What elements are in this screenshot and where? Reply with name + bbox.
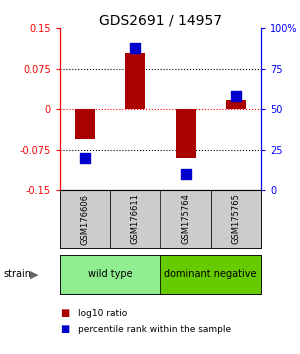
Title: GDS2691 / 14957: GDS2691 / 14957 — [99, 13, 222, 27]
Bar — [60, 190, 110, 248]
Text: GSM175764: GSM175764 — [181, 194, 190, 245]
Point — [133, 45, 138, 51]
Text: percentile rank within the sample: percentile rank within the sample — [78, 325, 231, 334]
Text: ■: ■ — [60, 324, 69, 334]
Text: ▶: ▶ — [30, 269, 39, 279]
Text: dominant negative: dominant negative — [164, 269, 257, 279]
Point — [83, 155, 88, 161]
Bar — [226, 99, 246, 109]
Bar — [160, 190, 211, 248]
Point — [183, 171, 188, 177]
Text: GSM175765: GSM175765 — [231, 194, 240, 245]
Text: log10 ratio: log10 ratio — [78, 309, 127, 318]
Bar — [60, 255, 160, 294]
Text: GSM176606: GSM176606 — [81, 194, 90, 245]
Text: GSM176611: GSM176611 — [131, 194, 140, 245]
Text: strain: strain — [3, 269, 31, 279]
Text: ■: ■ — [60, 308, 69, 318]
Bar — [75, 109, 95, 139]
Bar — [176, 109, 196, 158]
Bar — [211, 190, 261, 248]
Bar — [110, 190, 160, 248]
Bar — [160, 255, 261, 294]
Point — [233, 93, 238, 99]
Bar — [125, 53, 146, 109]
Text: wild type: wild type — [88, 269, 133, 279]
